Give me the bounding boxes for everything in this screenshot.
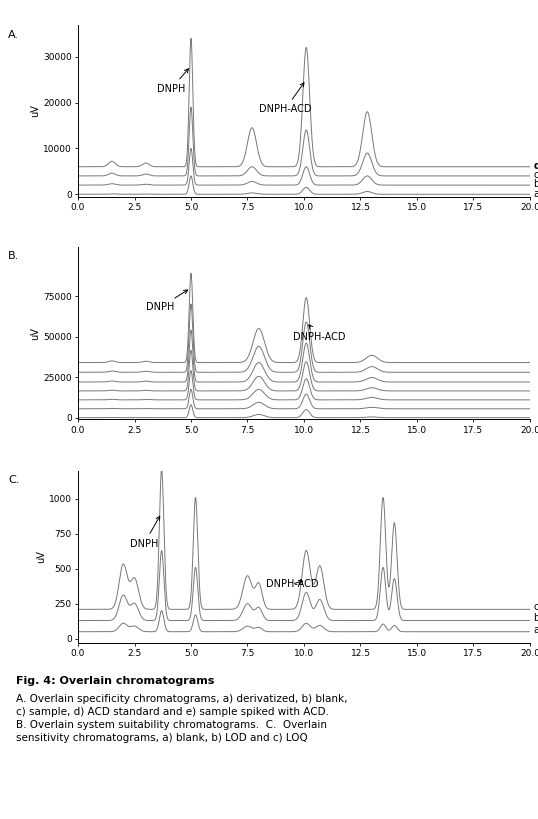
Y-axis label: uV: uV <box>36 550 46 563</box>
Text: A. Overlain specificity chromatograms, a) derivatized, b) blank,
c) sample, d) A: A. Overlain specificity chromatograms, a… <box>16 694 348 744</box>
Text: B.: B. <box>8 251 19 261</box>
Text: DNPH-ACD: DNPH-ACD <box>293 325 345 342</box>
Y-axis label: uV: uV <box>30 104 40 117</box>
Text: DNPH: DNPH <box>146 290 188 312</box>
Y-axis label: uV: uV <box>30 327 40 340</box>
Text: a: a <box>533 625 538 635</box>
Text: c: c <box>533 170 538 180</box>
Text: Fig. 4: Overlain chromatograms: Fig. 4: Overlain chromatograms <box>16 676 215 686</box>
Text: b: b <box>533 179 538 189</box>
Text: A.: A. <box>8 30 19 40</box>
Text: DNPH-ACD: DNPH-ACD <box>259 83 312 115</box>
Text: DNPH: DNPH <box>157 69 188 94</box>
Text: a: a <box>533 188 538 198</box>
Text: d: d <box>533 161 538 171</box>
Text: b: b <box>533 613 538 623</box>
Text: c: c <box>533 602 538 613</box>
Text: DNPH: DNPH <box>130 516 160 549</box>
Text: C.: C. <box>8 475 19 485</box>
Text: DNPH-ACD: DNPH-ACD <box>266 579 318 589</box>
